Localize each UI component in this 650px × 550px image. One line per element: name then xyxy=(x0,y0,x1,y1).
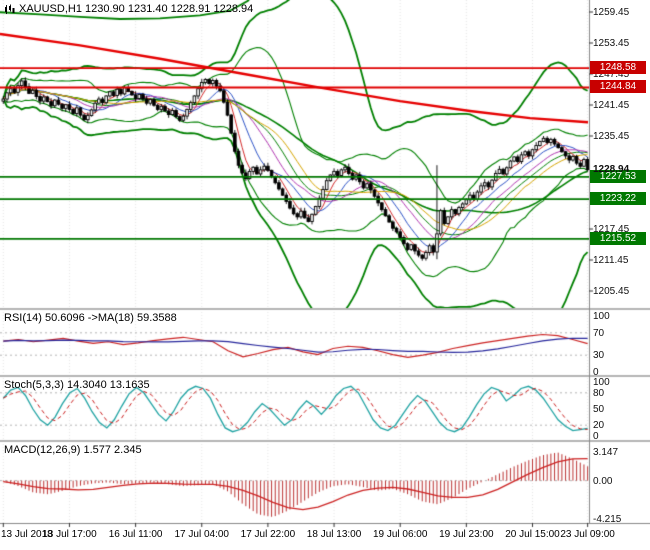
symbol-ohlc-label: XAUUSD,H1 1230.90 1231.40 1228.91 1228.9… xyxy=(19,3,254,15)
time-axis-label: 23 Jul 09:00 xyxy=(560,529,615,540)
indicator-axis-label: 0.00 xyxy=(593,475,613,487)
indicator-axis-label: 100 xyxy=(593,311,610,322)
chart-header: XAUUSD,H1 1230.90 1231.40 1228.91 1228.9… xyxy=(4,3,253,15)
indicator-axis-label: 70 xyxy=(593,327,605,339)
indicator-axis-label: 0 xyxy=(593,367,599,378)
support-price-badge[interactable]: 1227.53 xyxy=(590,169,646,183)
macd-label: MACD(12,26,9) 1.577 2.345 xyxy=(4,444,142,456)
time-axis-label: 17 Jul 22:00 xyxy=(240,529,296,540)
support-price-badge[interactable]: 1215.52 xyxy=(590,231,646,245)
indicator-axis-label: 80 xyxy=(593,387,605,399)
price-axis-label: 1217.45 xyxy=(593,224,630,235)
price-axis-label: 1205.45 xyxy=(593,286,630,297)
price-axis-label: 1247.45 xyxy=(593,69,630,80)
time-axis-label: 16 Jul 11:00 xyxy=(108,529,163,540)
indicator-axis-label: 3.147 xyxy=(593,447,619,458)
rsi-label: RSI(14) 50.6096 ->MA(18) 59.3588 xyxy=(4,312,177,324)
stochastic-label: Stoch(5,3,3) 14.3040 13.1635 xyxy=(4,379,150,391)
price-axis-label: 1211.45 xyxy=(593,255,629,266)
resistance-price-badge[interactable]: 1244.84 xyxy=(590,80,646,94)
indicator-axis-label: 50 xyxy=(593,404,605,415)
price-axis-label: 1253.45 xyxy=(593,38,630,49)
time-axis-label: 13 Jul 2018 xyxy=(1,529,53,540)
indicator-axis-label: -4.215 xyxy=(593,514,622,525)
support-price-badge[interactable]: 1223.22 xyxy=(590,192,646,206)
price-axis-label: 1259.45 xyxy=(593,6,630,18)
time-axis-label: 19 Jul 06:00 xyxy=(372,529,428,540)
indicator-axis-label: 0 xyxy=(593,431,599,442)
indicator-axis-label: 30 xyxy=(593,350,605,362)
time-axis-label: 13 Jul 17:00 xyxy=(42,529,97,540)
time-axis-label: 18 Jul 13:00 xyxy=(306,529,362,540)
chart-icon xyxy=(5,4,15,14)
resistance-price-badge[interactable]: 1248.58 xyxy=(590,61,646,75)
time-axis-label: 17 Jul 04:00 xyxy=(174,529,230,540)
indicator-axis-label: 100 xyxy=(593,377,610,388)
price-axis-label: 1241.45 xyxy=(593,100,630,111)
current-price-label: 1228.94 xyxy=(593,163,630,175)
time-axis-label: 20 Jul 15:00 xyxy=(505,529,560,540)
time-axis-label: 19 Jul 23:00 xyxy=(439,529,494,540)
price-axis-label: 1235.45 xyxy=(593,131,630,142)
indicator-axis-label: 20 xyxy=(593,420,605,432)
